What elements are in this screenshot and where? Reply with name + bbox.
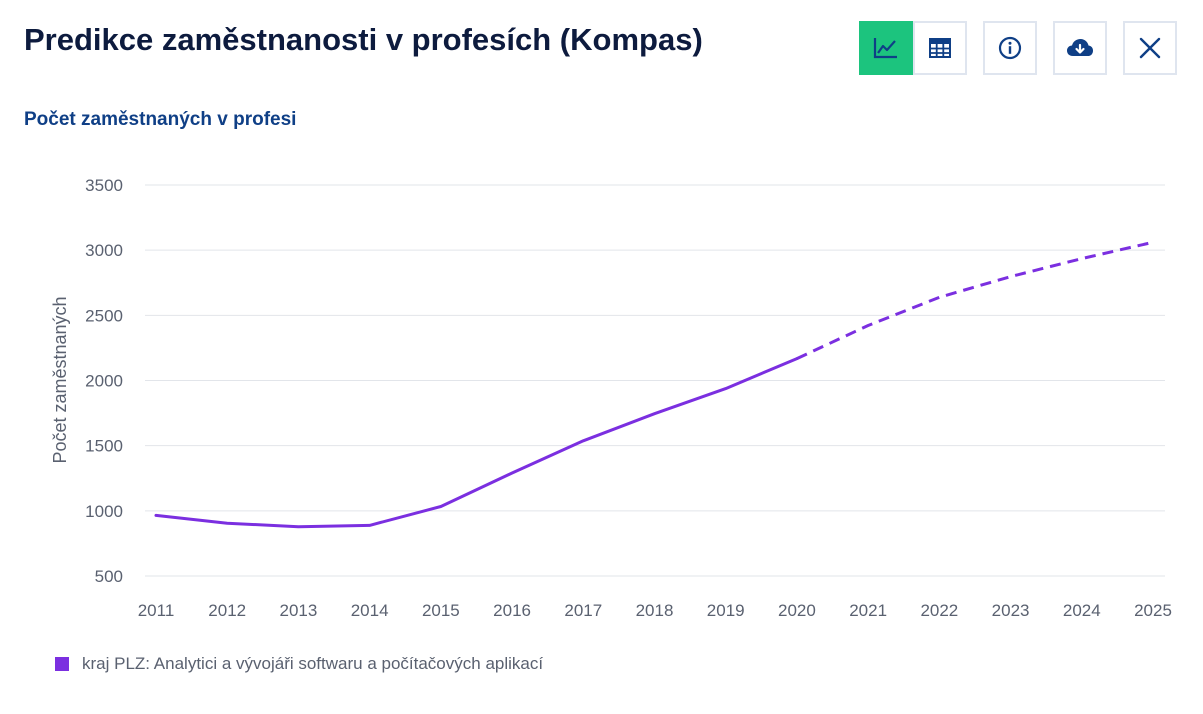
page-title: Predikce zaměstnanosti v profesích (Komp…	[24, 22, 703, 57]
legend-swatch	[55, 657, 69, 671]
x-tick-label: 2013	[280, 601, 318, 620]
line-chart-view-button[interactable]	[859, 21, 913, 75]
x-tick-label: 2015	[422, 601, 460, 620]
x-tick-label: 2024	[1063, 601, 1101, 620]
chart-toolbar	[859, 21, 1177, 75]
x-tick-label: 2016	[493, 601, 531, 620]
x-tick-label: 2017	[564, 601, 602, 620]
y-axis-label: Počet zaměstnaných	[50, 296, 70, 463]
chart-legend[interactable]: kraj PLZ: Analytici a vývojáři softwaru …	[55, 654, 543, 674]
y-tick-label: 1500	[85, 437, 123, 456]
x-tick-label: 2020	[778, 601, 816, 620]
x-tick-label: 2023	[992, 601, 1030, 620]
y-tick-label: 2500	[85, 306, 123, 325]
close-icon	[1139, 37, 1161, 59]
x-tick-label: 2018	[636, 601, 674, 620]
x-tick-label: 2012	[208, 601, 246, 620]
line-chart: 500 1000 1500 2000 2500 3000 3500 2011 2012 2013 2…	[50, 176, 1172, 620]
download-button[interactable]	[1053, 21, 1107, 75]
series-line-predicted[interactable]	[796, 240, 1154, 360]
x-tick-label: 2011	[138, 601, 175, 620]
cloud-download-icon	[1066, 37, 1094, 59]
info-icon	[998, 36, 1022, 60]
y-tick-label: 1000	[85, 502, 123, 521]
info-button[interactable]	[983, 21, 1037, 75]
chart-subtitle: Počet zaměstnaných v profesi	[24, 109, 297, 130]
y-tick-label: 3000	[85, 241, 123, 260]
table-view-button[interactable]	[913, 21, 967, 75]
x-tick-label: 2022	[920, 601, 958, 620]
x-tick-label: 2021	[849, 601, 887, 620]
x-tick-label: 2025	[1134, 601, 1172, 620]
y-tick-label: 500	[95, 567, 123, 586]
legend-label: kraj PLZ: Analytici a vývojáři softwaru …	[82, 654, 544, 673]
y-tick-label: 3500	[85, 176, 123, 195]
x-tick-label: 2019	[707, 601, 745, 620]
series-line-actual[interactable]	[154, 357, 799, 529]
line-chart-icon	[873, 37, 899, 59]
y-tick-label: 2000	[85, 372, 123, 391]
table-icon	[929, 38, 951, 58]
close-button[interactable]	[1123, 21, 1177, 75]
x-tick-label: 2014	[351, 601, 389, 620]
